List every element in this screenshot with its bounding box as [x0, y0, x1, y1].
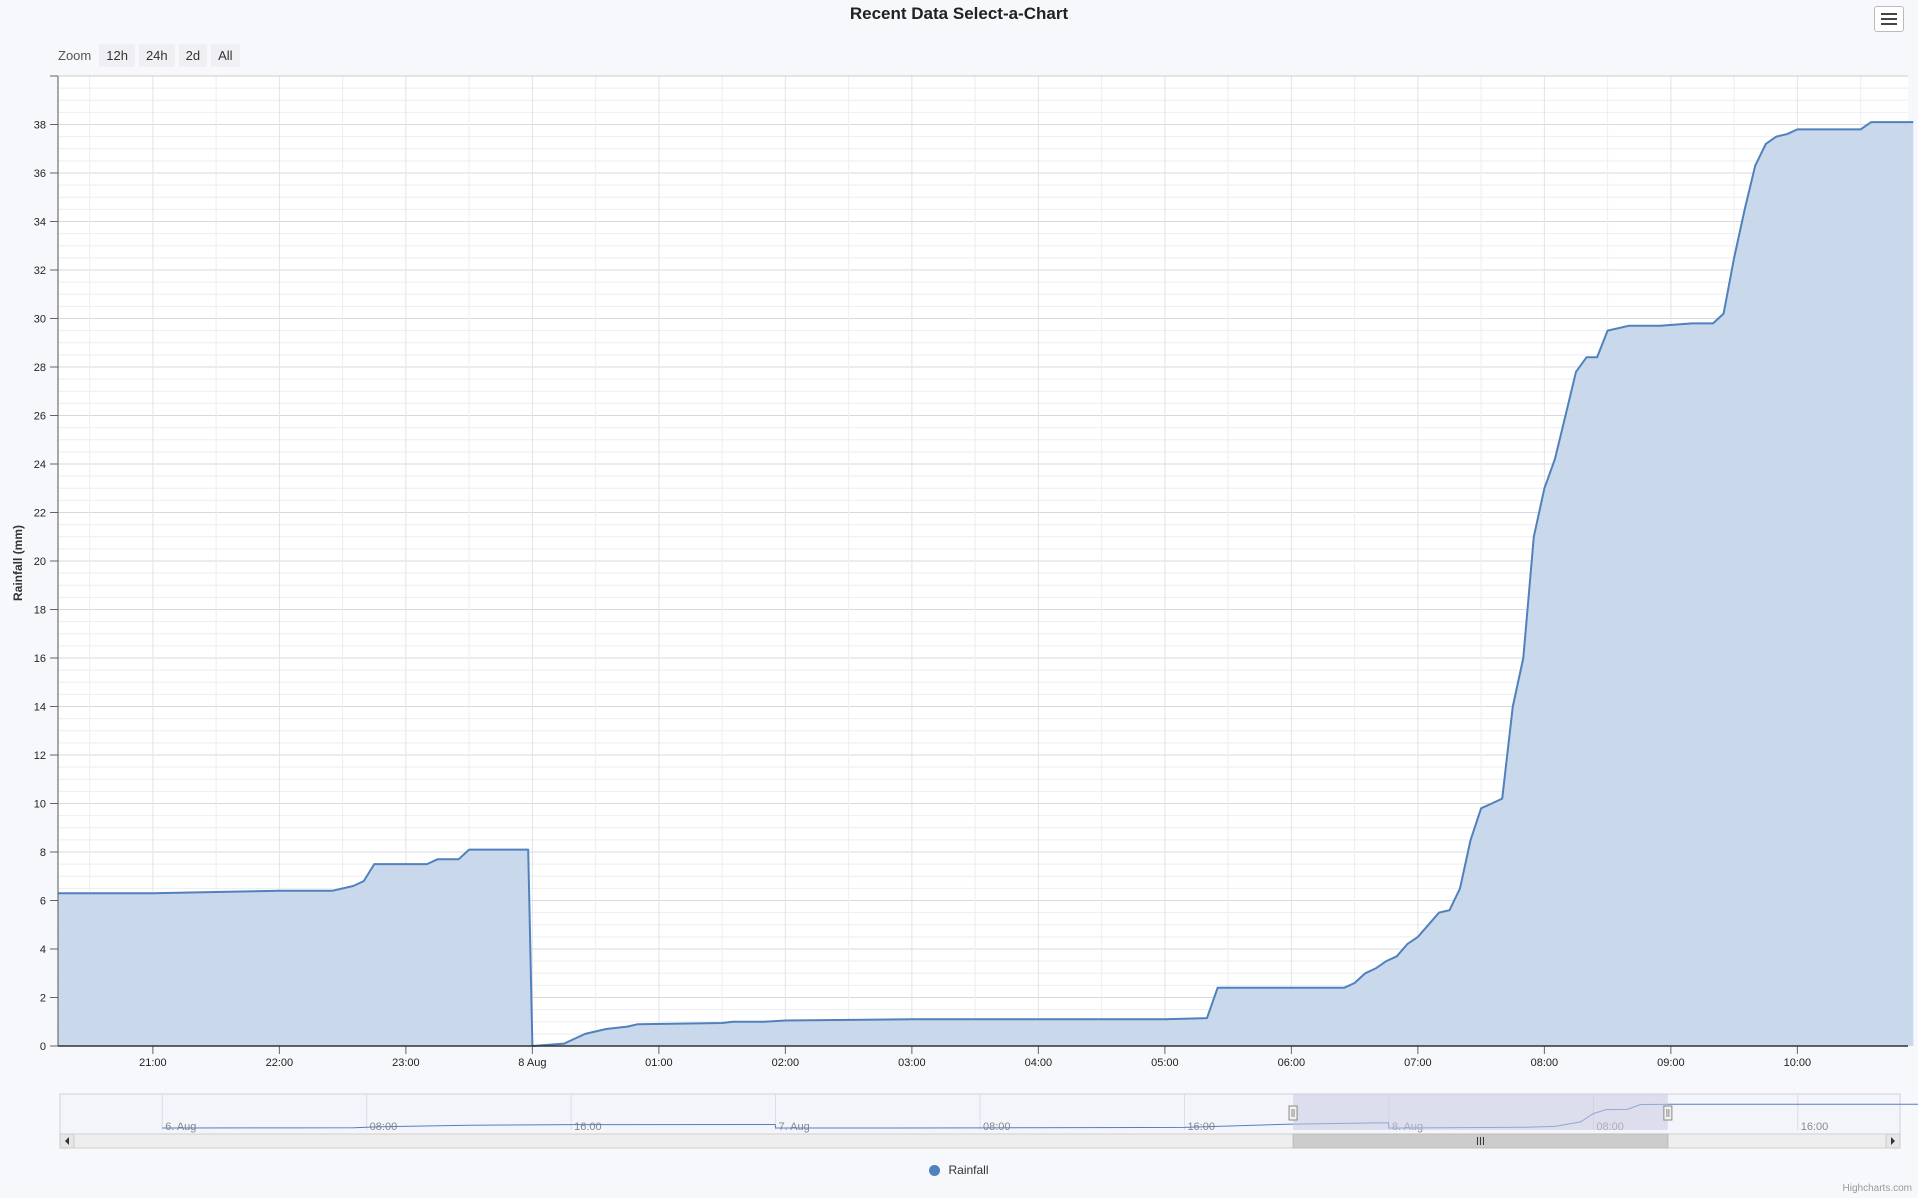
x-tick-label: 8 Aug: [518, 1057, 546, 1069]
credits-link[interactable]: Highcharts.com: [1842, 1183, 1912, 1194]
y-tick-label: 26: [34, 411, 46, 423]
zoom-label: Zoom: [58, 48, 92, 63]
navigator-label: 16:00: [1801, 1121, 1829, 1133]
navigator-handle-left[interactable]: [1288, 1105, 1298, 1121]
y-tick-label: 12: [34, 750, 46, 762]
series-line-rainfall: [58, 121, 1914, 1047]
zoom-12h-button[interactable]: 12h: [99, 44, 135, 67]
y-tick-label: 38: [34, 120, 46, 132]
navigator-label: 08:00: [983, 1121, 1011, 1133]
legend-item-rainfall[interactable]: Rainfall: [948, 1163, 989, 1177]
arrow-right-icon: [1891, 1137, 1895, 1145]
zoom-all-button[interactable]: All: [211, 44, 240, 67]
x-tick-label: 06:00: [1278, 1057, 1306, 1069]
x-tick-label: 10:00: [1784, 1057, 1812, 1069]
y-tick-label: 16: [34, 653, 46, 665]
y-tick-label: 36: [34, 168, 46, 180]
chart-title: Recent Data Select-a-Chart: [849, 4, 1069, 23]
x-tick-label: 22:00: [266, 1057, 294, 1069]
y-tick-label: 2: [40, 993, 46, 1005]
x-tick-label: 01:00: [645, 1057, 673, 1069]
zoom-24h-button[interactable]: 24h: [138, 44, 175, 67]
hamburger-menu-icon[interactable]: [1874, 6, 1904, 32]
x-tick-label: 05:00: [1151, 1057, 1179, 1069]
x-tick-label: 04:00: [1025, 1057, 1053, 1069]
y-tick-label: 14: [34, 702, 46, 714]
navigator-label: 6. Aug: [165, 1121, 196, 1133]
x-tick-label: 09:00: [1657, 1057, 1685, 1069]
y-tick-label: 10: [34, 799, 46, 811]
y-tick-label: 4: [40, 944, 46, 956]
chart-svg: 0246810121416182022242628303234363821:00…: [34, 75, 1918, 1149]
navigator-selected-range: [1293, 1094, 1668, 1130]
y-tick-label: 34: [34, 217, 46, 229]
y-tick-label: 20: [34, 556, 46, 568]
y-tick-label: 8: [40, 847, 46, 859]
y-tick-label: 32: [34, 265, 46, 277]
x-tick-label: 03:00: [898, 1057, 926, 1069]
navigator-label: 16:00: [574, 1121, 602, 1133]
y-tick-label: 28: [34, 362, 46, 374]
y-tick-label: 24: [34, 459, 46, 471]
x-tick-label: 07:00: [1404, 1057, 1432, 1069]
y-tick-label: 6: [40, 896, 46, 908]
x-tick-label: 21:00: [139, 1057, 167, 1069]
arrow-left-icon: [65, 1137, 69, 1145]
series-area-rainfall: [58, 122, 1914, 1047]
y-tick-label: 30: [34, 314, 46, 326]
x-tick-label: 08:00: [1531, 1057, 1559, 1069]
navigator-handle-right[interactable]: [1663, 1105, 1673, 1121]
zoom-bar: Zoom 12h 24h 2d All: [58, 44, 240, 67]
y-tick-label: 0: [40, 1041, 46, 1053]
y-tick-label: 22: [34, 508, 46, 520]
legend[interactable]: Rainfall: [0, 1163, 1918, 1177]
navigator-label: 7. Aug: [779, 1121, 810, 1133]
y-tick-label: 18: [34, 605, 46, 617]
x-tick-label: 02:00: [772, 1057, 800, 1069]
legend-marker-icon: [929, 1164, 941, 1176]
zoom-2d-button[interactable]: 2d: [178, 44, 208, 67]
x-tick-label: 23:00: [392, 1057, 420, 1069]
